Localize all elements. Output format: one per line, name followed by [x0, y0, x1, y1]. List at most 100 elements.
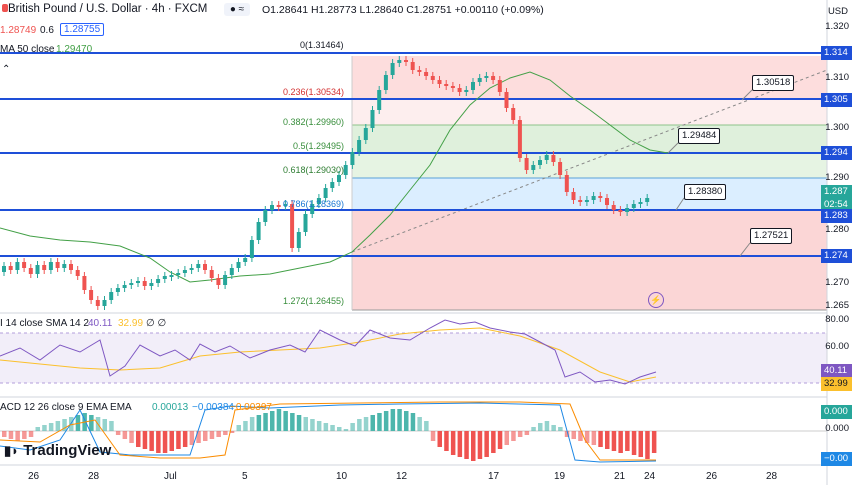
- macd-bar: [296, 415, 302, 431]
- macd-bar: [122, 431, 128, 439]
- candle: [397, 60, 402, 63]
- macd-bar: [203, 431, 208, 441]
- candle: [75, 270, 80, 276]
- candle: [176, 273, 181, 275]
- rsi-band: [0, 333, 827, 383]
- fib-level-label: 1.272(1.26455): [283, 296, 345, 306]
- candle: [189, 268, 194, 270]
- price-tag-current: 1.287: [821, 185, 852, 199]
- candle: [544, 155, 549, 160]
- bid-price[interactable]: 1.28749: [0, 25, 37, 36]
- price-tag-4: 1.283: [821, 209, 852, 223]
- macd-bar: [149, 431, 154, 451]
- candle: [236, 262, 241, 268]
- macd-bar: [283, 411, 288, 431]
- price-tick-5: 1.280: [825, 224, 849, 235]
- macd-bar: [538, 423, 543, 431]
- macd-bar: [156, 431, 161, 453]
- collapse-chevron-icon[interactable]: ⌃: [2, 64, 11, 75]
- macd-bar: [343, 429, 349, 431]
- candle: [410, 62, 415, 70]
- candle: [437, 80, 442, 84]
- macd-bar: [531, 427, 536, 431]
- macd-bar: [397, 409, 402, 431]
- level-callout-3[interactable]: 1.28380: [684, 184, 727, 200]
- macd-bar: [316, 421, 322, 431]
- macd-bar: [216, 431, 221, 437]
- macd-bar: [323, 423, 329, 431]
- candle: [136, 281, 140, 283]
- candle: [531, 165, 536, 170]
- rsi-label[interactable]: I 14 close SMA 14 2: [0, 318, 89, 329]
- candle: [464, 90, 469, 92]
- candle: [377, 90, 382, 110]
- tradingview-logo[interactable]: ▮◗ TradingView: [4, 442, 111, 459]
- date-label: 28: [88, 471, 100, 482]
- currency-label: USD: [827, 6, 848, 17]
- candle: [229, 268, 234, 275]
- candle: [102, 300, 107, 306]
- candle: [28, 268, 33, 274]
- candle: [149, 283, 154, 286]
- macd-bar: [196, 431, 201, 443]
- ask-price[interactable]: 1.28755: [60, 23, 105, 36]
- price-tick-4: 1.290: [825, 172, 849, 183]
- macd-bar: [370, 415, 375, 431]
- macd-zero-tick: 0.000: [825, 423, 849, 434]
- spread-value: 0.6: [40, 25, 54, 36]
- macd-bar: [337, 427, 342, 431]
- fib-zone-618-786: [352, 178, 827, 210]
- macd-bar: [450, 431, 456, 455]
- price-tag-3: 1.294: [821, 146, 852, 160]
- level-callout-2[interactable]: 1.29484: [678, 128, 721, 144]
- candle: [203, 264, 207, 270]
- candle: [404, 60, 408, 62]
- macd-line-value: −0.00384: [192, 402, 234, 413]
- lightning-icon[interactable]: ⚡: [648, 292, 664, 308]
- candle: [517, 120, 522, 158]
- callout-connector-1: [741, 89, 753, 101]
- level-callout-4[interactable]: 1.27521: [750, 228, 793, 244]
- date-label: 5: [242, 471, 248, 482]
- macd-signal-line: [0, 401, 656, 461]
- macd-bar: [410, 413, 416, 431]
- market-status-icon[interactable]: ● ≈: [224, 3, 250, 16]
- candle: [511, 108, 516, 120]
- fib-level-label: 0.618(1.29030): [283, 165, 345, 175]
- trend-line: [351, 69, 828, 253]
- macd-bar: [631, 431, 637, 455]
- macd-label[interactable]: ACD 12 26 close 9 EMA EMA: [0, 402, 132, 413]
- macd-bar: [598, 431, 603, 447]
- macd-bar: [350, 423, 355, 431]
- symbol-title[interactable]: British Pound / U.S. Dollar · 4h · FXCM: [8, 3, 208, 15]
- candle: [182, 270, 187, 273]
- macd-bar: [176, 431, 181, 449]
- macd-bar: [491, 431, 496, 453]
- candle: [611, 205, 616, 210]
- macd-bar: [243, 421, 248, 431]
- macd-bar: [645, 431, 650, 459]
- rsi-tick-60: 60.00: [825, 341, 849, 352]
- macd-bar: [517, 431, 523, 437]
- macd-bar: [511, 431, 516, 441]
- macd-bar: [15, 431, 20, 441]
- macd-bar: [62, 419, 67, 431]
- sma-value: 1.29470: [56, 44, 93, 55]
- candle: [15, 262, 20, 270]
- level-callout-1[interactable]: 1.30518: [752, 75, 795, 91]
- candle: [169, 275, 174, 277]
- sma-line: [0, 71, 669, 283]
- date-label: 19: [554, 471, 566, 482]
- candle: [497, 80, 502, 92]
- candle: [35, 265, 40, 274]
- macd-bar: [142, 431, 148, 449]
- sma-label[interactable]: MA 50 close: [0, 44, 55, 55]
- macd-bar: [377, 413, 382, 431]
- macd-bar: [35, 427, 40, 431]
- candle: [558, 162, 563, 175]
- candle: [417, 70, 422, 72]
- candle: [638, 202, 643, 204]
- tv-logo-icon: ▮◗: [4, 443, 20, 458]
- macd-bar: [330, 425, 335, 431]
